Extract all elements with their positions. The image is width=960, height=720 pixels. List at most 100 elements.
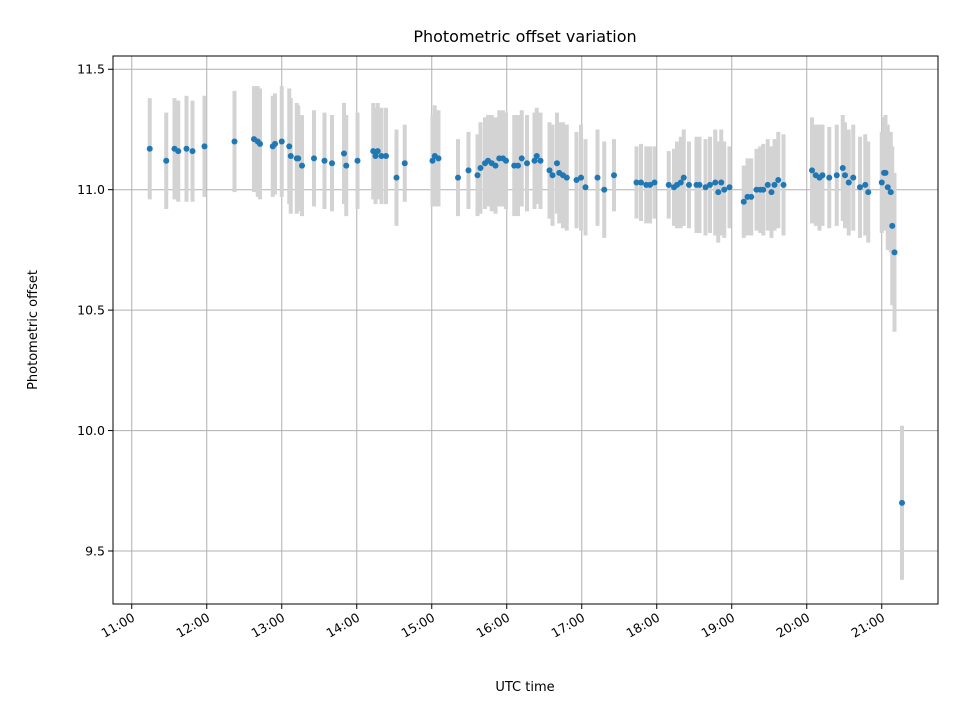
data-point [201,143,208,150]
data-point [286,143,293,150]
data-point [378,152,385,159]
data-point [163,157,170,164]
data-point [299,162,305,169]
y-tick-label: 10.0 [77,423,105,438]
data-point [771,181,778,188]
data-point [768,189,775,196]
data-point [546,167,553,174]
data-points [146,136,905,506]
data-point [455,174,461,181]
data-point [321,157,328,164]
data-point [677,179,684,186]
data-point [492,162,499,169]
data-point [611,172,617,179]
data-point [780,181,787,188]
data-point [850,174,857,181]
data-point [401,160,408,167]
data-point [726,184,733,191]
data-point [594,174,601,181]
data-point [748,193,755,200]
data-point [696,181,703,188]
y-tick-label: 10.5 [77,303,105,318]
data-point [278,138,285,145]
data-point [533,152,540,159]
data-point [374,148,381,155]
data-point [882,169,889,176]
data-point [549,172,556,179]
data-point [311,155,317,162]
data-point [680,174,687,181]
data-point [647,181,653,188]
data-point [393,174,400,181]
data-point [257,140,263,147]
data-point [287,152,294,159]
data-point [651,179,658,186]
data-point [435,155,442,162]
data-point [887,189,894,196]
data-point [189,148,196,155]
x-axis-label: UTC time [495,680,554,695]
data-point [826,174,833,181]
data-point [665,181,672,188]
data-point [465,167,472,174]
data-point [638,179,644,186]
data-point [537,157,544,164]
data-point [372,152,379,159]
data-point [718,179,725,186]
data-point [573,177,580,184]
data-point [891,249,898,256]
data-point [865,189,872,196]
data-point [429,157,436,164]
data-point [775,177,782,184]
data-point [477,165,484,172]
data-point [833,172,840,179]
data-point [878,179,885,186]
data-point [702,184,709,191]
data-point [563,174,570,181]
data-point [721,186,728,193]
data-point [899,499,905,506]
y-tick-label: 11.5 [77,62,105,77]
data-point [531,157,538,164]
data-point [715,189,722,196]
data-point [295,155,302,162]
data-point [329,160,335,167]
data-point [370,148,377,155]
data-point [809,167,815,174]
data-point [272,140,278,147]
data-point [524,160,530,167]
data-point [383,152,389,159]
data-point [857,184,863,191]
data-point [146,145,153,152]
data-point [740,198,747,205]
data-point [862,181,869,188]
data-point [354,157,361,164]
data-point [884,184,891,191]
y-tick-label: 11.0 [77,182,105,197]
data-point [712,179,719,186]
data-point [707,181,713,188]
data-point [518,155,525,162]
data-point [842,172,848,179]
data-point [554,160,560,167]
data-point [582,184,589,191]
data-point [175,148,182,155]
plot-frame [112,55,939,605]
chart-title: Photometric offset variation [413,27,636,46]
data-point [183,145,190,152]
data-point [578,174,584,181]
data-point [845,179,852,186]
y-axis-ticks: 9.5 10.0 10.5 11.0 11.5 [77,62,113,559]
data-point [839,165,846,172]
y-axis-label: Photometric offset [26,270,41,390]
data-point [760,186,767,193]
data-point [601,186,608,193]
y-tick-label: 9.5 [85,544,105,559]
data-point [764,181,771,188]
data-point [343,162,350,169]
data-point [503,157,509,164]
data-point [819,172,826,179]
data-point [633,179,640,186]
